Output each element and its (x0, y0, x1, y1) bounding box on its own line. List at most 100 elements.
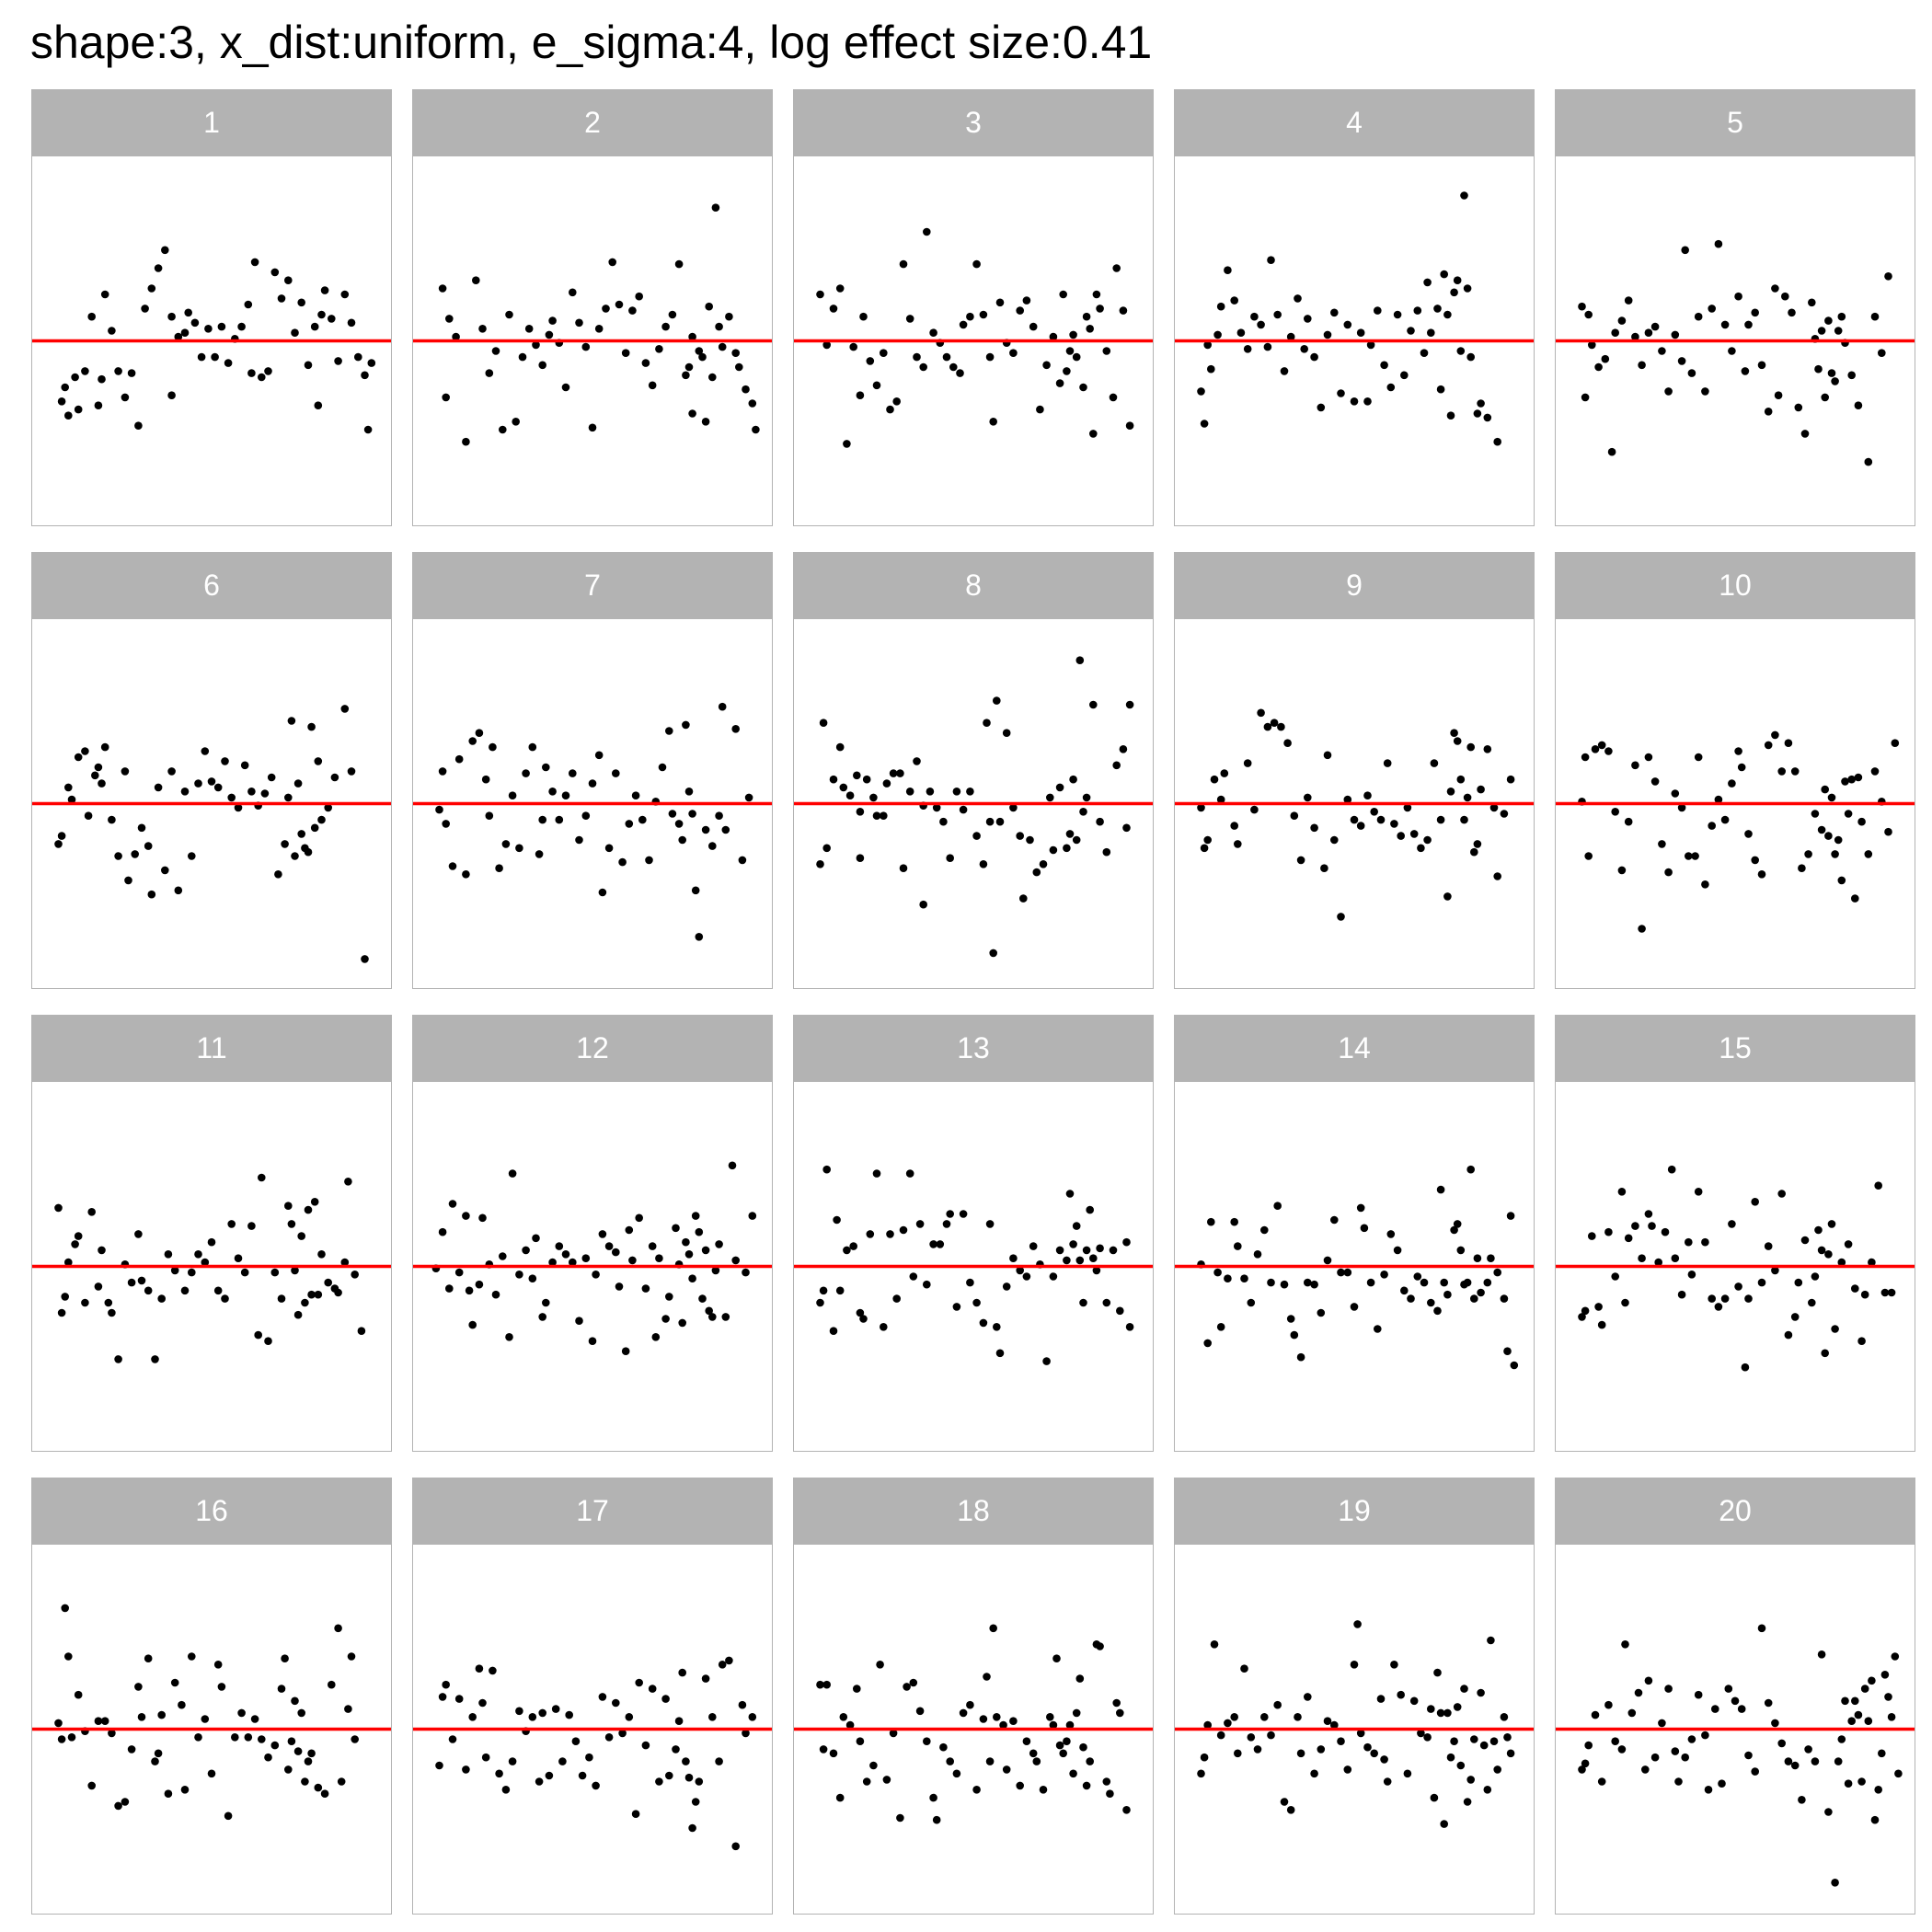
facet-scatter-svg (413, 1656, 772, 1851)
scatter-point (485, 369, 494, 377)
scatter-point (491, 347, 500, 355)
scatter-point (84, 811, 93, 820)
scatter-point (237, 322, 246, 331)
scatter-point (1831, 1325, 1839, 1333)
scatter-point (618, 1729, 627, 1738)
scatter-point (1049, 1720, 1058, 1730)
scatter-point (442, 820, 450, 828)
scatter-point (320, 286, 329, 294)
scatter-point (993, 1713, 1001, 1721)
scatter-point (1453, 1220, 1462, 1228)
scatter-point (1847, 371, 1856, 380)
facet-plot-area (1174, 1081, 1535, 1452)
scatter-point (1711, 1705, 1719, 1713)
scatter-point (993, 696, 1001, 705)
scatter-point (1296, 856, 1305, 865)
scatter-point (565, 1710, 573, 1719)
scatter-point (1290, 811, 1299, 820)
scatter-point (909, 1272, 918, 1281)
scatter-point (1046, 1713, 1054, 1721)
scatter-point (1664, 868, 1673, 877)
scatter-point (1234, 1749, 1242, 1758)
scatter-point (1423, 835, 1432, 845)
scatter-point (999, 1720, 1007, 1730)
scatter-point (1390, 1661, 1398, 1669)
scatter-point (1450, 1737, 1458, 1745)
scatter-point (465, 1286, 474, 1295)
scatter-point (972, 259, 981, 269)
facet-scatter-svg (413, 203, 772, 446)
scatter-point (258, 1735, 266, 1743)
scatter-point (1487, 1636, 1495, 1645)
scatter-point (1296, 1749, 1305, 1758)
scatter-point (61, 383, 69, 392)
scatter-point (234, 1254, 243, 1262)
scatter-point (695, 1777, 704, 1786)
scatter-point (1116, 1708, 1124, 1718)
scatter-point (1065, 1720, 1075, 1730)
scatter-point (1811, 1272, 1820, 1281)
scatter-point (108, 1308, 116, 1317)
scatter-point (684, 1250, 694, 1259)
scatter-point (1864, 457, 1873, 466)
scatter-point (1203, 340, 1212, 350)
scatter-point (905, 315, 914, 323)
scatter-point (221, 1294, 229, 1303)
facet-scatter-svg (413, 702, 772, 941)
scatter-point (651, 1333, 661, 1341)
scatter-point (207, 777, 216, 786)
scatter-point (966, 1700, 974, 1709)
facet-strip-label: 20 (1555, 1478, 1915, 1544)
scatter-point (1304, 1693, 1312, 1701)
scatter-point (98, 374, 106, 384)
scatter-point (1353, 1620, 1362, 1628)
scatter-point (1210, 1640, 1219, 1649)
scatter-point (1844, 1779, 1853, 1788)
scatter-point (1356, 328, 1365, 337)
scatter-point (188, 1652, 196, 1661)
scatter-point (548, 788, 557, 796)
scatter-point (1487, 1254, 1495, 1262)
scatter-point (499, 425, 507, 434)
scatter-point (297, 1232, 306, 1240)
scatter-point (1671, 789, 1680, 798)
scatter-point (1240, 1664, 1248, 1673)
scatter-point (1267, 1731, 1275, 1740)
scatter-point (94, 763, 103, 772)
scatter-point (886, 405, 894, 414)
scatter-point (1430, 1793, 1439, 1802)
facet-scatter-svg (1556, 239, 1915, 466)
scatter-point (1744, 320, 1753, 329)
scatter-point (1874, 1181, 1882, 1190)
scatter-point (1493, 1268, 1501, 1277)
scatter-point (1286, 332, 1295, 341)
scatter-point (682, 720, 690, 730)
scatter-point (1817, 327, 1826, 335)
scatter-point (691, 1798, 700, 1806)
scatter-point (718, 1661, 727, 1669)
scatter-point (157, 1710, 166, 1719)
scatter-point (592, 1781, 600, 1790)
scatter-point (340, 290, 350, 299)
scatter-point (542, 763, 550, 772)
scatter-point (892, 397, 901, 406)
scatter-point (581, 342, 591, 351)
scatter-point (462, 870, 470, 879)
scatter-point (701, 825, 710, 834)
scatter-point (1860, 1290, 1869, 1299)
scatter-point (558, 1757, 567, 1765)
scatter-point (505, 1333, 513, 1341)
scatter-point (946, 1757, 954, 1765)
scatter-point (561, 383, 570, 392)
scatter-point (307, 1290, 316, 1299)
scatter-point (1224, 1719, 1232, 1728)
scatter-point (1456, 1761, 1466, 1770)
scatter-point (896, 1813, 904, 1823)
scatter-point (1009, 803, 1018, 812)
scatter-point (284, 793, 293, 802)
scatter-point (535, 850, 544, 858)
scatter-point (1409, 1696, 1419, 1706)
scatter-point (1002, 1282, 1011, 1291)
scatter-point (1079, 1742, 1087, 1752)
scatter-point (569, 1258, 577, 1267)
